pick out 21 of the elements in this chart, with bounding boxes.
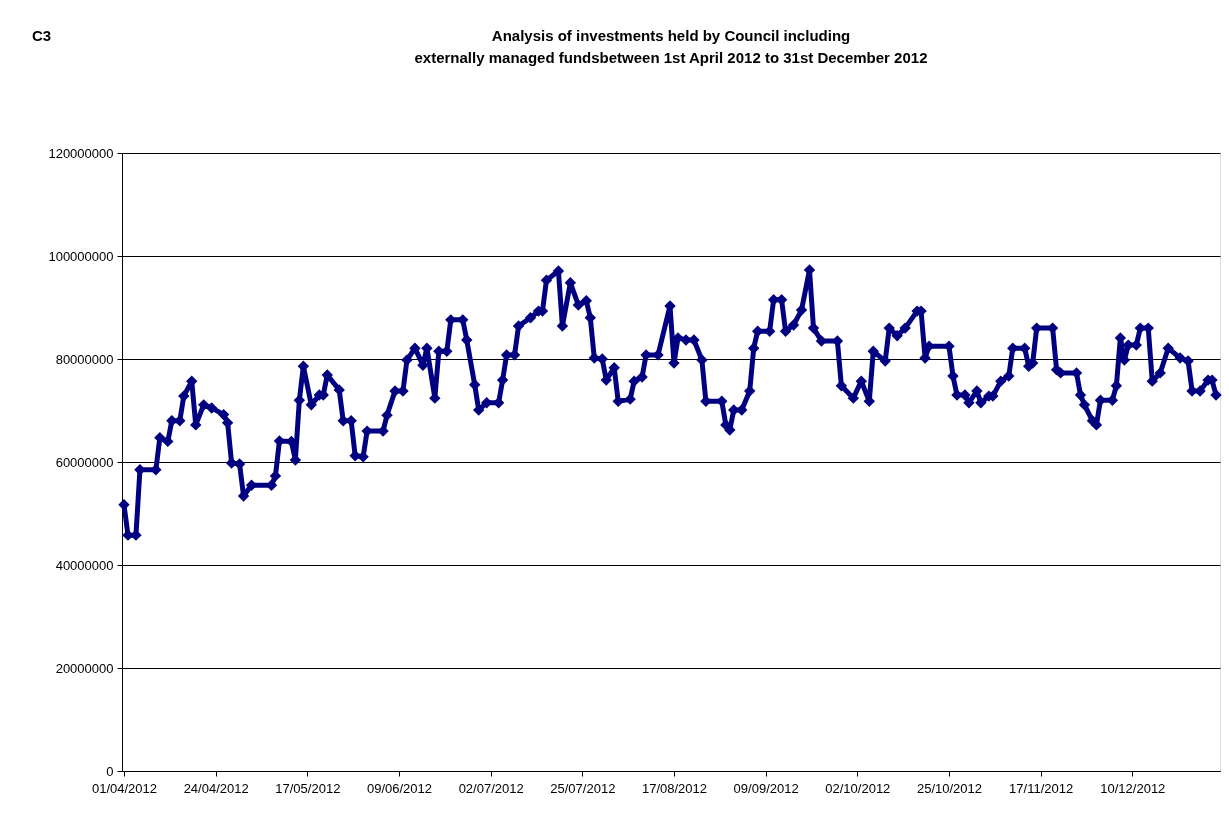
x-tick-label: 17/08/2012 — [641, 780, 708, 796]
y-tick-label: 60000000 — [55, 454, 114, 470]
x-tick-label: 10/12/2012 — [1100, 780, 1166, 796]
x-tick-label: 17/05/2012 — [275, 780, 341, 796]
x-tick-label: 25/07/2012 — [550, 780, 616, 796]
chart-title: Analysis of investments held by Council including externally managed fundsbetween 1st April 2012 to 31st December 2012 — [414, 27, 928, 66]
y-tick-label: 20000000 — [55, 660, 114, 676]
x-tick-label: 17/11/2012 — [1009, 780, 1074, 796]
y-tick-label: 40000000 — [55, 557, 114, 573]
x-tick-label: 02/10/2012 — [825, 780, 891, 796]
x-tick-label: 24/04/2012 — [183, 780, 249, 796]
text: C3 — [32, 27, 52, 44]
y-tick-label: 0 — [106, 763, 114, 779]
x-tick-label: 09/06/2012 — [366, 780, 433, 796]
y-tick-label: 80000000 — [55, 351, 114, 367]
x-tick-label: 25/10/2012 — [916, 780, 983, 796]
x-tick-label: 09/09/2012 — [733, 780, 799, 796]
y-tick-label: 120000000 — [48, 145, 114, 161]
x-tick-label: 02/07/2012 — [458, 780, 524, 796]
x-tick-label: 01/04/2012 — [91, 780, 158, 796]
y-tick-label: 100000000 — [48, 248, 114, 264]
